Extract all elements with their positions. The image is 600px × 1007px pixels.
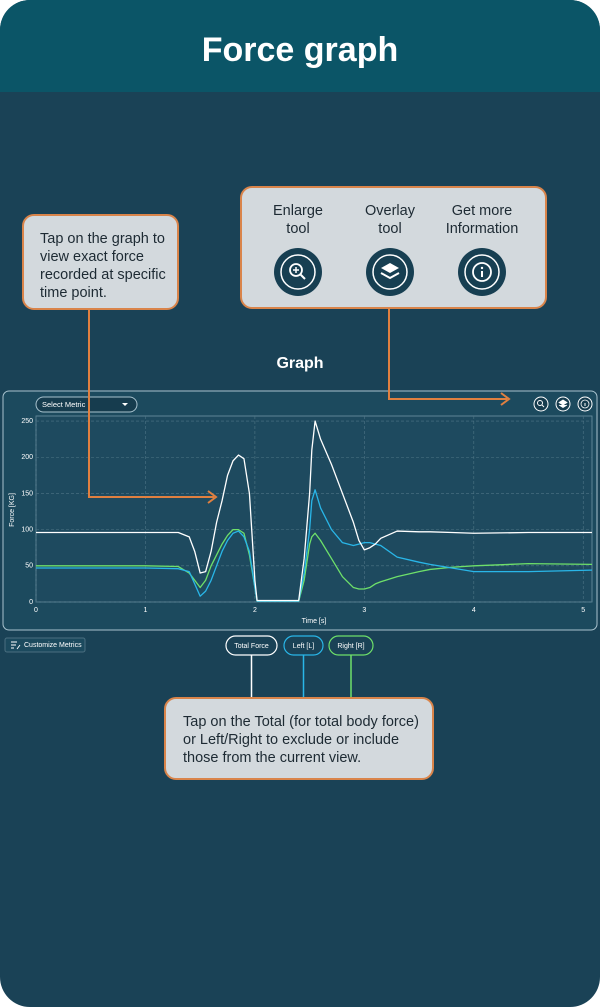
series-line: [36, 489, 593, 602]
y-tick-label: 0: [29, 599, 33, 606]
overlay-icon: [366, 248, 414, 296]
arrow: [388, 309, 507, 400]
x-tick-label: 3: [362, 607, 366, 614]
header-band: [0, 0, 600, 92]
overlay-button[interactable]: [555, 396, 571, 412]
legend-button[interactable]: [328, 635, 374, 656]
callout-text: Tap on the graph to view exact force rec…: [40, 231, 166, 301]
legend-callout: Tap on the Total (for total body force) …: [164, 697, 434, 780]
legend-button[interactable]: [225, 635, 278, 656]
callout-text: Tap on the Total (for total body force) …: [183, 714, 419, 766]
graph-tap-callout: Tap on the graph to view exact force rec…: [22, 214, 179, 310]
enlarge-button[interactable]: [533, 396, 549, 412]
series-line: [36, 528, 593, 602]
select-metric-label: Select Metric: [42, 400, 86, 409]
y-axis-label: Force [KG]: [9, 493, 16, 527]
y-tick-label: 200: [21, 454, 33, 461]
header-title: Force graph: [202, 31, 398, 69]
y-tick-label: 50: [25, 563, 33, 570]
select-metric[interactable]: [35, 396, 138, 413]
x-tick-label: 0: [34, 607, 38, 614]
arrowhead: [207, 490, 218, 504]
y-tick-label: 100: [21, 526, 33, 533]
legend-label: Total Force: [234, 643, 269, 650]
tool-label: Overlay tool: [365, 203, 415, 237]
legend: Total Force Left [L] Right [R]: [225, 635, 374, 697]
series-line: [36, 420, 592, 602]
enlarge-icon: [274, 248, 322, 296]
x-tick-label: 5: [581, 607, 585, 614]
x-tick-label: 1: [143, 607, 147, 614]
arrowhead: [500, 392, 511, 406]
x-tick-label: 2: [253, 607, 257, 614]
arrow: [88, 310, 214, 498]
plot-area: [35, 415, 593, 603]
customize-metrics-label: Customize Metrics: [24, 642, 82, 649]
info-button[interactable]: [577, 396, 593, 412]
legend-label: Right [R]: [337, 643, 364, 650]
section-title: Graph: [276, 355, 323, 372]
customize-metrics-button[interactable]: [4, 637, 86, 653]
info-icon: [458, 248, 506, 296]
x-axis-label: Time [s]: [302, 618, 327, 625]
tool-label: Enlarge tool: [273, 203, 323, 237]
legend-label: Left [L]: [293, 643, 314, 650]
customize-icon: [11, 641, 21, 650]
x-tick-label: 4: [472, 607, 476, 614]
plot: 0 50 100 150 200 250 0 1 2 3 4 5: [21, 416, 593, 614]
y-tick-label: 150: [21, 490, 33, 497]
legend-button[interactable]: [283, 635, 324, 656]
dropdown-caret: [122, 403, 128, 406]
y-tick-label: 250: [21, 418, 33, 425]
tool-label: Get more Information: [445, 203, 519, 237]
